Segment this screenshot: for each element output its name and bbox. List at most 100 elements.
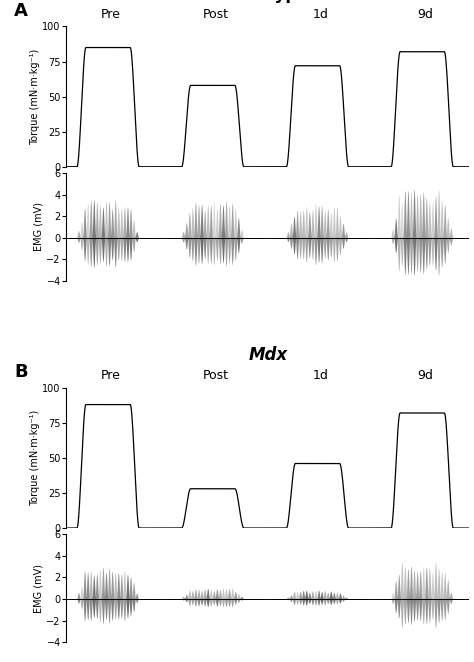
Polygon shape bbox=[332, 238, 337, 262]
Polygon shape bbox=[314, 599, 318, 606]
Polygon shape bbox=[317, 207, 321, 238]
Polygon shape bbox=[338, 593, 342, 599]
Polygon shape bbox=[434, 599, 438, 628]
Polygon shape bbox=[89, 599, 93, 621]
Polygon shape bbox=[237, 238, 241, 254]
Polygon shape bbox=[317, 238, 321, 263]
Polygon shape bbox=[108, 202, 111, 238]
Polygon shape bbox=[219, 238, 222, 265]
Polygon shape bbox=[135, 594, 139, 599]
Polygon shape bbox=[434, 238, 438, 271]
Polygon shape bbox=[431, 599, 435, 620]
Polygon shape bbox=[114, 573, 118, 599]
Polygon shape bbox=[215, 589, 219, 599]
Polygon shape bbox=[428, 238, 432, 266]
Polygon shape bbox=[407, 599, 410, 623]
Polygon shape bbox=[391, 592, 395, 599]
Polygon shape bbox=[80, 222, 84, 238]
Polygon shape bbox=[212, 599, 216, 605]
Polygon shape bbox=[83, 209, 87, 238]
Polygon shape bbox=[326, 238, 330, 260]
Polygon shape bbox=[305, 591, 309, 599]
Polygon shape bbox=[188, 238, 192, 258]
Polygon shape bbox=[206, 205, 210, 238]
Polygon shape bbox=[206, 599, 210, 607]
Polygon shape bbox=[212, 591, 216, 599]
Polygon shape bbox=[422, 567, 426, 599]
Polygon shape bbox=[299, 592, 302, 599]
Polygon shape bbox=[419, 571, 423, 599]
Polygon shape bbox=[92, 200, 96, 238]
Polygon shape bbox=[447, 599, 450, 614]
Polygon shape bbox=[240, 599, 244, 600]
Polygon shape bbox=[345, 232, 348, 238]
Polygon shape bbox=[425, 567, 429, 599]
Polygon shape bbox=[292, 592, 296, 599]
Polygon shape bbox=[308, 238, 312, 258]
Polygon shape bbox=[292, 599, 296, 605]
Polygon shape bbox=[108, 568, 111, 599]
Polygon shape bbox=[135, 232, 139, 238]
Polygon shape bbox=[228, 599, 232, 607]
Polygon shape bbox=[210, 590, 213, 599]
Polygon shape bbox=[234, 209, 238, 238]
Polygon shape bbox=[228, 206, 232, 238]
Polygon shape bbox=[212, 203, 216, 238]
Polygon shape bbox=[117, 573, 121, 599]
Polygon shape bbox=[215, 209, 219, 238]
Polygon shape bbox=[99, 238, 102, 263]
Polygon shape bbox=[317, 591, 321, 599]
Polygon shape bbox=[197, 599, 201, 606]
Polygon shape bbox=[311, 238, 315, 260]
Polygon shape bbox=[86, 573, 90, 599]
Polygon shape bbox=[308, 212, 312, 238]
Polygon shape bbox=[95, 238, 99, 265]
Polygon shape bbox=[449, 599, 453, 604]
Polygon shape bbox=[221, 238, 226, 263]
Polygon shape bbox=[290, 224, 293, 238]
Polygon shape bbox=[305, 238, 309, 263]
Y-axis label: EMG (mV): EMG (mV) bbox=[34, 203, 44, 252]
Polygon shape bbox=[120, 209, 124, 238]
Polygon shape bbox=[449, 238, 453, 245]
Polygon shape bbox=[299, 599, 302, 604]
Polygon shape bbox=[225, 589, 228, 599]
Polygon shape bbox=[437, 190, 441, 238]
Y-axis label: Torque (mN·m·kg⁻¹): Torque (mN·m·kg⁻¹) bbox=[30, 48, 40, 145]
Polygon shape bbox=[308, 599, 312, 604]
Polygon shape bbox=[221, 599, 226, 607]
Polygon shape bbox=[431, 573, 435, 599]
Polygon shape bbox=[200, 205, 204, 238]
Polygon shape bbox=[407, 238, 410, 275]
Polygon shape bbox=[425, 238, 429, 269]
Polygon shape bbox=[132, 220, 136, 238]
Polygon shape bbox=[407, 191, 410, 238]
Polygon shape bbox=[397, 238, 401, 271]
Text: 9d: 9d bbox=[417, 8, 433, 21]
Polygon shape bbox=[428, 599, 432, 623]
Polygon shape bbox=[114, 200, 118, 238]
Polygon shape bbox=[191, 599, 195, 605]
Polygon shape bbox=[290, 599, 293, 602]
Polygon shape bbox=[440, 238, 444, 267]
Polygon shape bbox=[410, 599, 413, 625]
Polygon shape bbox=[401, 563, 404, 599]
Polygon shape bbox=[185, 599, 189, 602]
Polygon shape bbox=[311, 211, 315, 238]
Polygon shape bbox=[403, 567, 407, 599]
Polygon shape bbox=[305, 599, 309, 606]
Polygon shape bbox=[126, 207, 130, 238]
Polygon shape bbox=[221, 205, 226, 238]
Polygon shape bbox=[434, 563, 438, 599]
Polygon shape bbox=[83, 599, 87, 622]
Polygon shape bbox=[336, 592, 339, 599]
Text: Pre: Pre bbox=[101, 8, 121, 21]
Polygon shape bbox=[237, 599, 241, 603]
Polygon shape bbox=[111, 599, 115, 621]
Polygon shape bbox=[194, 599, 198, 606]
Polygon shape bbox=[397, 599, 401, 618]
Polygon shape bbox=[407, 569, 410, 599]
Polygon shape bbox=[182, 597, 186, 599]
Polygon shape bbox=[425, 198, 429, 238]
Polygon shape bbox=[185, 223, 189, 238]
